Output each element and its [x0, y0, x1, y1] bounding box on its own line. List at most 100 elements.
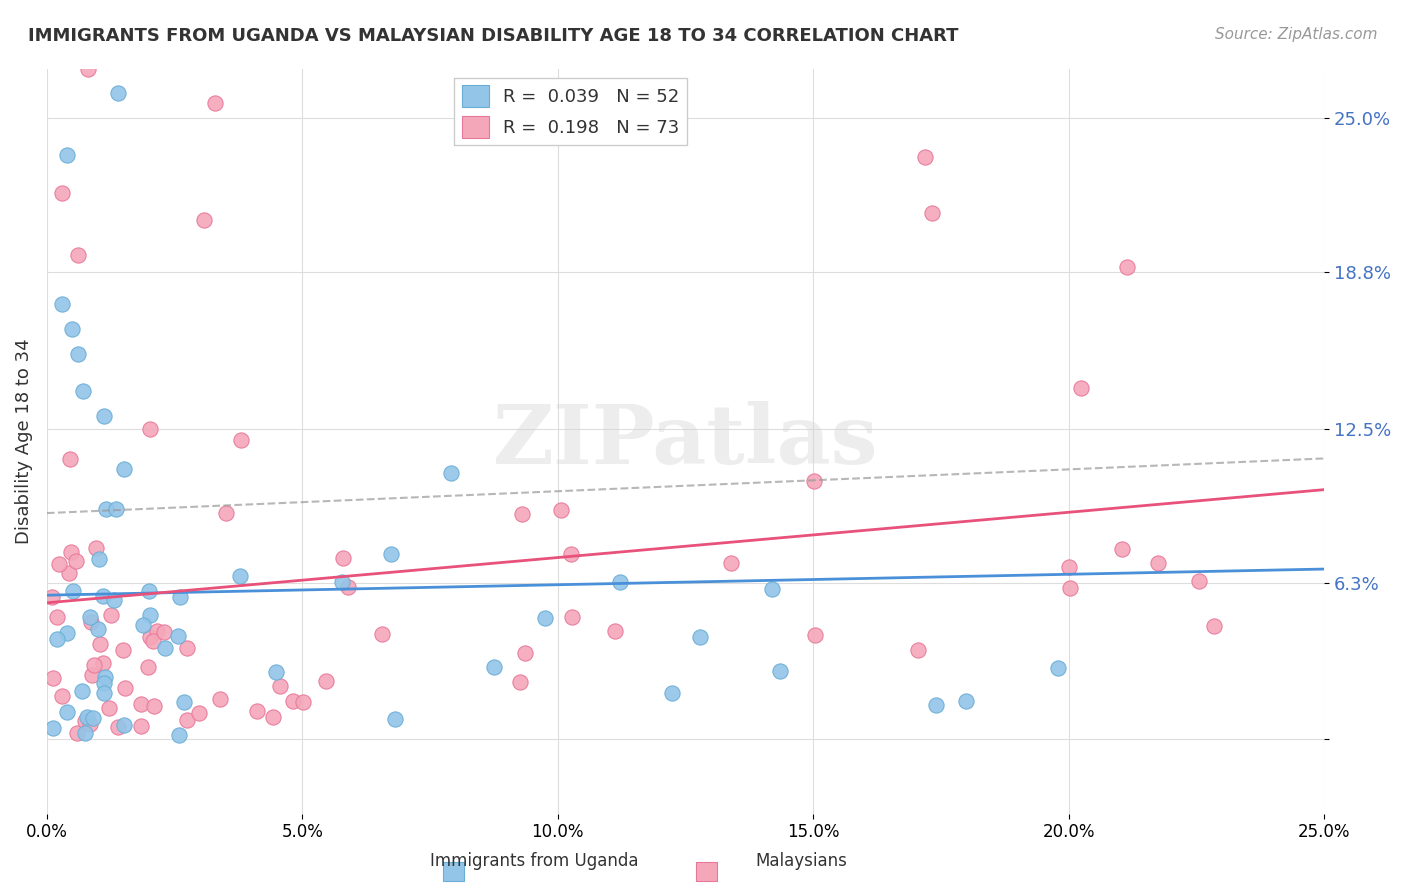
Point — [42, 721, 65, 735]
Point — [51, 689, 73, 703]
Point — [384, 712, 406, 726]
Point — [138, 607, 160, 622]
Point — [79, 717, 101, 731]
Point — [94, 670, 117, 684]
Point — [609, 575, 631, 590]
Point — [84, 541, 107, 555]
Point — [138, 583, 160, 598]
Point — [80, 615, 103, 629]
Point — [143, 699, 166, 714]
Point — [1070, 381, 1092, 395]
Point — [281, 694, 304, 708]
Point — [72, 384, 94, 399]
Point — [41, 591, 63, 605]
Point — [661, 686, 683, 700]
Point — [66, 248, 89, 262]
Point — [62, 322, 84, 336]
Point — [142, 634, 165, 648]
Point — [59, 545, 82, 559]
Point — [1147, 556, 1170, 570]
Point — [605, 624, 627, 639]
Point — [264, 665, 287, 679]
Point — [921, 206, 943, 220]
Point — [105, 502, 128, 516]
Point — [907, 643, 929, 657]
Point — [51, 297, 73, 311]
Point — [107, 87, 129, 101]
Point — [1059, 581, 1081, 595]
Text: ZIPatlas: ZIPatlas — [492, 401, 879, 481]
Point — [73, 714, 96, 728]
Point — [107, 720, 129, 734]
Point — [561, 610, 583, 624]
Point — [262, 709, 284, 723]
Point — [94, 501, 117, 516]
Point — [439, 466, 461, 480]
Point — [59, 451, 82, 466]
Point — [93, 686, 115, 700]
Point — [91, 589, 114, 603]
Point — [114, 681, 136, 696]
Point — [82, 710, 104, 724]
Point — [55, 626, 77, 640]
Point — [42, 671, 65, 685]
Point — [720, 556, 742, 570]
Point — [56, 705, 79, 719]
Point — [80, 668, 103, 682]
Point — [65, 554, 87, 568]
Point — [1046, 661, 1069, 675]
Point — [76, 710, 98, 724]
Point — [914, 150, 936, 164]
Point — [1057, 559, 1080, 574]
Point — [97, 701, 120, 715]
Point — [336, 580, 359, 594]
Point — [550, 503, 572, 517]
Point — [204, 96, 226, 111]
Point — [689, 630, 711, 644]
Point — [1188, 574, 1211, 589]
Point — [513, 646, 536, 660]
Point — [167, 728, 190, 742]
Point — [229, 569, 252, 583]
Point — [93, 676, 115, 690]
Point — [166, 629, 188, 643]
Point — [112, 643, 135, 657]
Point — [371, 626, 394, 640]
Point — [761, 582, 783, 596]
Point — [188, 706, 211, 721]
Point — [129, 697, 152, 711]
Point — [89, 637, 111, 651]
Point — [129, 719, 152, 733]
Point — [45, 632, 67, 646]
Point — [87, 552, 110, 566]
Point — [87, 622, 110, 636]
Point — [112, 718, 135, 732]
Point — [176, 713, 198, 727]
Point — [534, 611, 557, 625]
Legend: R =  0.039   N = 52, R =  0.198   N = 73: R = 0.039 N = 52, R = 0.198 N = 73 — [454, 78, 686, 145]
Point — [146, 624, 169, 638]
Point — [169, 590, 191, 604]
Point — [51, 186, 73, 200]
Point — [139, 630, 162, 644]
Point — [48, 558, 70, 572]
Point — [56, 148, 79, 162]
Point — [46, 610, 69, 624]
Point — [138, 422, 160, 436]
Text: Immigrants from Uganda: Immigrants from Uganda — [430, 852, 638, 870]
Point — [112, 461, 135, 475]
Point — [153, 625, 176, 640]
Y-axis label: Disability Age 18 to 34: Disability Age 18 to 34 — [15, 338, 32, 544]
Point — [315, 674, 337, 689]
Point — [1111, 541, 1133, 556]
Point — [58, 566, 80, 580]
Point — [100, 607, 122, 622]
Point — [76, 62, 98, 76]
Point — [79, 609, 101, 624]
Text: IMMIGRANTS FROM UGANDA VS MALAYSIAN DISABILITY AGE 18 TO 34 CORRELATION CHART: IMMIGRANTS FROM UGANDA VS MALAYSIAN DISA… — [28, 27, 959, 45]
Point — [136, 660, 159, 674]
Text: Source: ZipAtlas.com: Source: ZipAtlas.com — [1215, 27, 1378, 42]
Point — [512, 507, 534, 521]
Point — [173, 695, 195, 709]
Point — [1116, 260, 1139, 274]
